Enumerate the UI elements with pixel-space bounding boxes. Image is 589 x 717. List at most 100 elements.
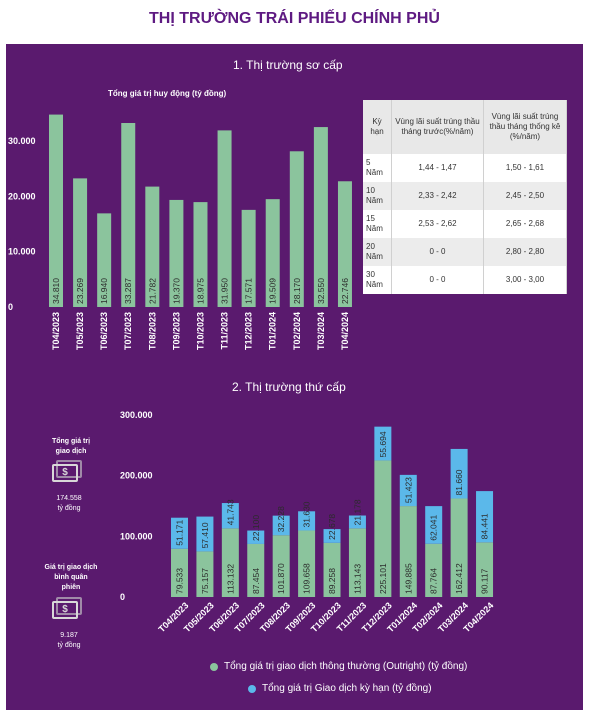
- y-tick-label: 0: [120, 592, 125, 602]
- x-tick-label: T08/2023: [147, 312, 157, 350]
- bar-value-label: 90.117: [480, 568, 490, 594]
- money-icon: [52, 601, 78, 619]
- secondary-stacked-chart: 0100.000200.000300.00079.53351.171T04/20…: [120, 410, 495, 634]
- bar-outright: [425, 543, 443, 597]
- bar-value-label: 31.950: [220, 278, 230, 304]
- prev-rate-cell: 1,44 - 1,47: [391, 154, 484, 182]
- current-rate-cell: 1,50 - 1,61: [483, 154, 568, 182]
- bar-repo: [171, 517, 188, 549]
- bar-value-label: 34.810: [51, 278, 61, 304]
- secondary-section-title: 2. Thị trường thứ cấp: [232, 380, 346, 394]
- y-tick-label: 30.000: [8, 136, 36, 146]
- bar-repo: [374, 426, 392, 461]
- x-tick-label: T11/2023: [220, 312, 230, 350]
- bar: [193, 202, 208, 307]
- bar: [121, 122, 136, 307]
- current-rate-cell: 2,45 - 2,50: [483, 182, 568, 210]
- bar-value-label: 21.782: [147, 278, 157, 304]
- term-cell: 10 Năm: [363, 182, 392, 210]
- bar-value-label: 16.940: [99, 278, 109, 304]
- bar-repo: [450, 448, 468, 499]
- x-tick-label: T05/2023: [75, 312, 85, 350]
- bar-outright: [298, 530, 316, 597]
- bar-value-label: 22.746: [340, 278, 350, 304]
- primary-section-title: 1. Thị trường sơ cấp: [233, 58, 343, 72]
- bar-value-label: 51.423: [403, 477, 413, 503]
- avg-trading-value: 9.187: [60, 632, 78, 639]
- bar: [265, 199, 280, 307]
- bar: [169, 199, 184, 307]
- bar: [145, 186, 160, 307]
- term-cell: 15 Năm: [363, 210, 392, 238]
- y-tick-label: 10.000: [8, 247, 36, 257]
- prev-rate-cell: 2,53 - 2,62: [391, 210, 484, 238]
- bar: [97, 213, 112, 307]
- legend-item-outright: Tổng giá trị giao dịch thông thường (Out…: [210, 661, 467, 672]
- bar: [73, 178, 88, 307]
- x-tick-label: T02/2024: [292, 312, 302, 350]
- bar-value-label: 84.441: [480, 513, 490, 539]
- bar-value-label: 19.509: [268, 278, 278, 304]
- bar-value-label: 19.370: [171, 278, 181, 304]
- bar: [313, 127, 328, 307]
- bar-outright: [450, 498, 468, 597]
- avg-trading-label: Giá trị giao dịch bình quân phiên: [44, 564, 98, 591]
- table-row: 5 Năm 1,44 - 1,47 1,50 - 1,61: [363, 154, 568, 182]
- bar: [241, 209, 256, 307]
- bar-value-label: 75.157: [200, 568, 210, 594]
- current-rate-cell: 3,00 - 3,00: [483, 266, 568, 294]
- term-cell: 20 Năm: [363, 238, 392, 266]
- bar-value-label: 41.743: [225, 499, 235, 525]
- bar-value-label: 225.101: [378, 563, 388, 594]
- bar-value-label: 23.269: [75, 278, 85, 304]
- x-tick-label: T09/2023: [171, 312, 181, 350]
- x-tick-label: T04/2023: [51, 312, 61, 350]
- bar: [49, 114, 63, 307]
- header-term: Kỳ hạn: [363, 100, 392, 154]
- x-tick-label: T06/2023: [99, 312, 109, 350]
- bar-value-label: 101.870: [276, 563, 286, 594]
- page-title: THỊ TRƯỜNG TRÁI PHIẾU CHÍNH PHỦ: [149, 10, 440, 27]
- bar-value-label: 32.550: [316, 278, 326, 304]
- table-row: 30 Năm 0 - 0 3,00 - 3,00: [363, 266, 568, 294]
- bar-repo: [323, 529, 341, 543]
- interest-rate-table: Kỳ hạn Vùng lãi suất trúng thầu tháng tr…: [363, 100, 568, 294]
- bar-value-label: 18.975: [195, 278, 205, 304]
- legend-item-repo: Tổng giá trị Giao dịch kỳ hạn (tỷ đồng): [248, 683, 432, 694]
- bar-repo: [298, 511, 316, 531]
- bar-repo: [348, 515, 366, 529]
- prev-rate-cell: 0 - 0: [391, 266, 484, 294]
- table-row: 10 Năm 2,33 - 2,42 2,45 - 2,50: [363, 182, 568, 210]
- bar-value-label: 55.694: [378, 431, 388, 457]
- bar-value-label: 21.178: [352, 499, 362, 525]
- money-icon: [52, 464, 78, 482]
- bar-outright: [399, 506, 417, 597]
- bar-value-label: 32.228: [276, 506, 286, 532]
- bar-repo: [247, 530, 265, 544]
- bar-value-label: 33.287: [123, 278, 133, 304]
- header-current-month: Vùng lãi suất trúng thầu tháng thống kê …: [483, 100, 568, 154]
- legend-label-outright: Tổng giá trị giao dịch thông thường (Out…: [224, 661, 468, 672]
- x-tick-label: T12/2023: [244, 312, 254, 350]
- bar: [289, 151, 304, 307]
- x-tick-label: T04/2024: [340, 312, 350, 350]
- bar-outright: [247, 543, 265, 597]
- table-row: 20 Năm 0 - 0 2,80 - 2,80: [363, 238, 568, 266]
- bar-outright: [374, 460, 392, 597]
- primary-chart-title: Tổng giá trị huy động (tỷ đồng): [108, 89, 227, 98]
- legend-label-repo: Tổng giá trị Giao dịch kỳ hạn (tỷ đồng): [262, 683, 432, 694]
- bar-outright: [272, 535, 290, 597]
- header-prev-month: Vùng lãi suất trúng thầu tháng trước(%/n…: [391, 100, 484, 154]
- table-row: 15 Năm 2,53 - 2,62 2,65 - 2,68: [363, 210, 568, 238]
- bar-repo: [221, 503, 239, 529]
- bar-value-label: 109.658: [302, 563, 312, 594]
- legend-swatch-blue: [248, 684, 256, 693]
- current-rate-cell: 2,80 - 2,80: [483, 238, 568, 266]
- primary-bar-chart: 0 10.000 20.000 30.000 34.810 T04/2023 23.269 T…: [8, 114, 352, 350]
- bar-repo: [476, 491, 494, 543]
- bar-value-label: 87.764: [429, 568, 439, 594]
- prev-rate-cell: 2,33 - 2,42: [391, 182, 484, 210]
- bar-outright: [476, 542, 494, 597]
- bar-outright: [196, 551, 214, 597]
- y-tick-label: 100.000: [120, 531, 153, 541]
